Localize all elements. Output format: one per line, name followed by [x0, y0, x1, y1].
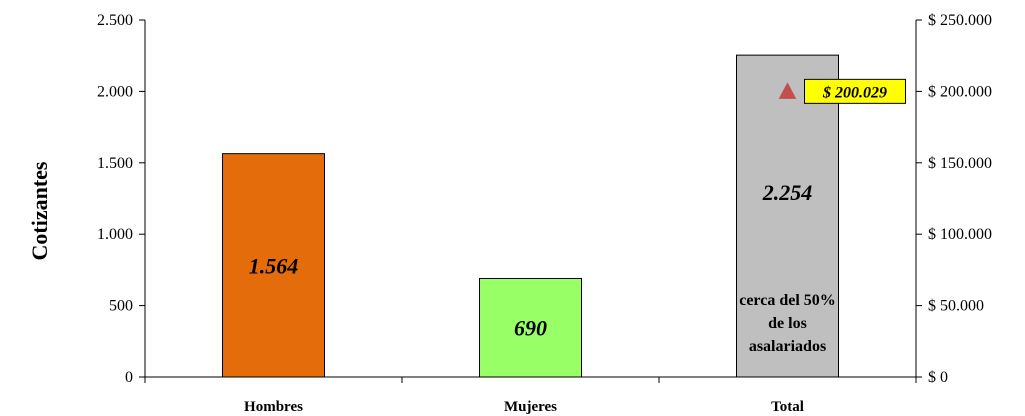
bar-hombres [222, 153, 325, 378]
left-tick-label: 2.500 [97, 12, 133, 29]
bars-layer [222, 54, 839, 378]
right-tick-label: $ 100.000 [928, 226, 992, 243]
annotation-line: cerca del 50% [739, 292, 836, 309]
annotation-line: asalariados [749, 338, 826, 355]
right-tick-label: $ 150.000 [928, 155, 992, 172]
axes-layer [144, 20, 917, 383]
category-label: Total [771, 399, 804, 415]
bar-value-label: 690 [514, 316, 547, 341]
y-axis-title: Cotizantes [27, 161, 52, 260]
bar-mujeres [479, 277, 582, 378]
left-tick-label: 1.000 [97, 226, 133, 243]
secondary-point: $ 200.029 [778, 78, 906, 104]
annotation: cerca del 50% de los asalariados [739, 292, 836, 355]
right-tick-label: $ 50.000 [928, 298, 984, 315]
left-tick-label: 1.500 [97, 155, 133, 172]
data-labels: 1.564 690 2.254 [249, 180, 813, 341]
right-tick-label: $ 200.000 [928, 83, 992, 100]
left-tick-label: 2.000 [97, 83, 133, 100]
category-label: Mujeres [504, 399, 557, 415]
triangle-marker-icon [778, 82, 797, 99]
right-tick-label: $ 250.000 [928, 12, 992, 29]
secondary-value-label: $ 200.029 [822, 84, 887, 101]
bar-value-label: 2.254 [762, 180, 813, 205]
category-labels: Hombres Mujeres Total [244, 399, 804, 415]
bar-value-label: 1.564 [249, 253, 299, 278]
annotation-line: de los [768, 315, 807, 332]
right-y-ticks: $ 0 $ 50.000 $ 100.000 $ 150.000 $ 200.000 $ … [916, 12, 992, 386]
left-tick-label: 0 [125, 369, 133, 386]
right-tick-label: $ 0 [928, 369, 948, 386]
left-tick-label: 500 [109, 298, 133, 315]
secondary-label-box [804, 78, 906, 104]
category-label: Hombres [244, 399, 303, 415]
bar-total [736, 54, 839, 378]
left-y-ticks: 0 500 1.000 1.500 2.000 2.500 [97, 12, 145, 386]
